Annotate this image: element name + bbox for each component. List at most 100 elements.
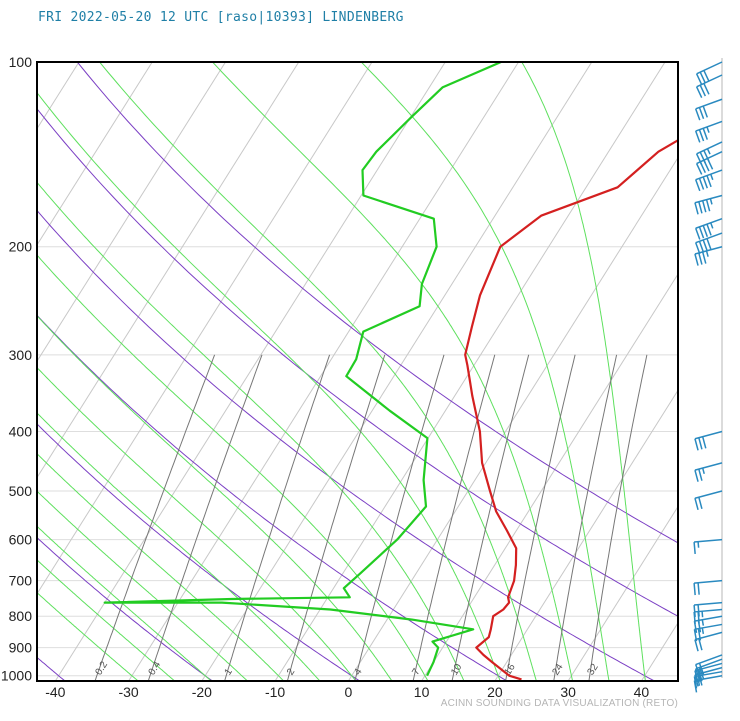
barb-flag <box>695 163 703 175</box>
barb-flag <box>698 437 703 450</box>
isotherm-line <box>201 62 593 681</box>
barb-flag <box>697 582 700 595</box>
moist-adiabat <box>37 452 285 681</box>
barb-flag <box>705 199 711 212</box>
barb-flag <box>694 498 699 511</box>
barb-flag <box>694 202 699 215</box>
barb-flag <box>695 73 703 86</box>
mixing-ratio-label: 2 <box>285 666 298 677</box>
barb-half-flag <box>710 222 714 229</box>
barb-flag <box>698 107 705 119</box>
credit-text: ACINN SOUNDING DATA VISUALIZATION (RETO) <box>440 698 678 709</box>
dry-adiabat <box>37 423 360 681</box>
dry-adiabat <box>76 62 678 544</box>
mixing-ratio-line <box>451 354 530 681</box>
isotherm-line <box>494 389 678 681</box>
barb-flag <box>694 253 699 266</box>
y-tick-label: 100 <box>9 54 33 70</box>
moist-adiabat <box>37 254 429 681</box>
wind-barb <box>694 194 723 215</box>
barb-staff <box>696 141 723 155</box>
barb-flag <box>693 541 696 555</box>
mixing-ratio-line <box>94 354 216 681</box>
barb-flag <box>694 130 701 143</box>
moist-adiabat <box>99 62 537 681</box>
y-tick-label: 700 <box>9 573 33 589</box>
x-tick-label: 40 <box>634 684 650 700</box>
barb-flag <box>694 639 699 652</box>
wind-barb <box>694 246 723 266</box>
barb-flag <box>695 153 703 166</box>
isotherm-line <box>347 156 678 681</box>
temperature-profile <box>464 139 678 681</box>
wind-barb <box>694 232 723 255</box>
x-tick-label: -20 <box>192 684 212 700</box>
wind-barb <box>694 430 723 451</box>
plot-frame <box>36 61 679 682</box>
wind-barb <box>694 654 723 677</box>
moist-adiabat <box>37 525 212 681</box>
barb-half-flag <box>701 611 704 618</box>
wind-barbs <box>693 58 723 693</box>
barb-flag <box>697 604 700 617</box>
mixing-ratio-label: 7 <box>410 666 423 677</box>
barb-half-flag <box>709 198 713 205</box>
mixing-ratio-line <box>412 354 496 681</box>
barb-flag <box>694 674 699 687</box>
barb-flag <box>702 239 709 252</box>
barb-flag <box>702 128 709 140</box>
isotherm-line <box>421 273 678 681</box>
background-grid: 0.2 0.4 1 2 4 7 10 16 24 32 <box>37 62 678 681</box>
barb-flag <box>698 226 705 239</box>
moist-adiabat <box>521 62 646 681</box>
profile-series <box>103 62 678 681</box>
dry-adiabat <box>37 209 655 681</box>
barb-flag <box>693 629 698 642</box>
barb-flag <box>701 200 707 213</box>
isotherm-line <box>37 62 153 246</box>
barb-flag <box>698 129 705 142</box>
barb-half-flag <box>710 173 714 181</box>
barb-flag <box>693 676 698 689</box>
moist-adiabat <box>37 490 248 681</box>
wind-barb <box>695 141 723 166</box>
barb-flag <box>694 668 701 681</box>
wind-barb <box>694 490 723 511</box>
x-tick-label: 20 <box>487 684 503 700</box>
barb-flag <box>698 252 703 265</box>
barb-flag <box>693 583 696 596</box>
barb-flag <box>698 496 703 509</box>
wind-barb <box>694 98 723 121</box>
mixing-ratio-label: 0.4 <box>147 659 164 677</box>
isotherm-line <box>37 62 300 479</box>
barb-staff <box>695 98 723 110</box>
barb-flag <box>706 238 712 251</box>
barb-flag <box>706 223 712 236</box>
barb-flag <box>698 201 703 214</box>
barb-half-flag <box>697 541 700 548</box>
wind-barb <box>694 658 723 681</box>
barb-staff <box>694 194 723 204</box>
barb-flag <box>698 468 703 481</box>
moist-adiabat <box>360 62 610 681</box>
barb-flag <box>695 86 703 99</box>
moist-adiabat <box>37 366 357 681</box>
y-tick-label: 500 <box>9 483 33 499</box>
y-tick-label: 800 <box>9 608 33 624</box>
barb-flag <box>694 670 699 683</box>
barb-half-flag <box>705 250 709 257</box>
isotherm-line <box>37 62 226 363</box>
mixing-ratio-label: 0.2 <box>93 659 110 677</box>
barb-flag <box>693 604 696 618</box>
barb-flag <box>701 251 707 264</box>
barb-flag <box>698 667 705 679</box>
barb-flag <box>694 179 701 192</box>
wind-barb <box>694 462 723 482</box>
barb-flag <box>698 241 705 253</box>
dry-adiabat <box>37 108 678 617</box>
x-tick-label: -10 <box>265 684 285 700</box>
barb-flag <box>697 628 702 641</box>
x-tick-label: -30 <box>118 684 138 700</box>
dry-adiabat <box>37 314 508 681</box>
